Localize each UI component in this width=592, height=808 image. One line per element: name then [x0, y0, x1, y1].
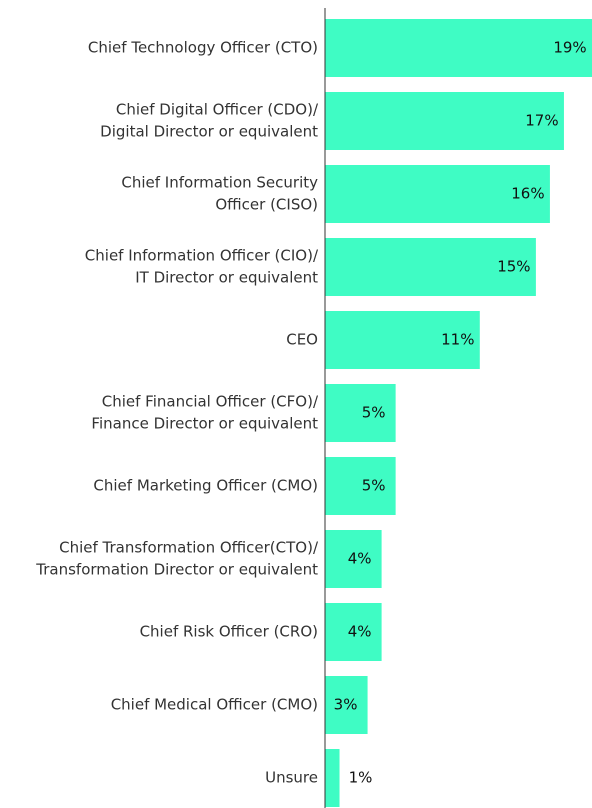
category-label: IT Director or equivalent: [135, 269, 318, 287]
category-label: Chief Information Officer (CIO)/: [85, 247, 319, 265]
value-label: 4%: [348, 550, 372, 568]
bar: [325, 165, 550, 223]
category-label: Chief Marketing Officer (CMO): [93, 477, 318, 495]
value-label: 19%: [553, 39, 586, 57]
value-label: 16%: [511, 185, 544, 203]
bar: [325, 384, 396, 442]
value-label: 4%: [348, 623, 372, 641]
category-label: Chief Financial Officer (CFO)/: [102, 393, 319, 411]
category-label: Chief Digital Officer (CDO)/: [116, 101, 319, 119]
category-label: Chief Information Security: [121, 174, 318, 192]
bar: [325, 457, 396, 515]
value-label: 17%: [525, 112, 558, 130]
category-label: CEO: [286, 331, 318, 349]
category-label: Finance Director or equivalent: [91, 415, 318, 433]
category-label: Officer (CISO): [215, 196, 318, 214]
category-label: Chief Medical Officer (CMO): [111, 696, 318, 714]
category-label: Chief Risk Officer (CRO): [140, 623, 318, 641]
bar: [325, 311, 480, 369]
bar: [325, 676, 368, 734]
bar: [325, 749, 340, 807]
bar: [325, 92, 564, 150]
value-label: 15%: [497, 258, 530, 276]
category-label: Chief Technology Officer (CTO): [88, 39, 318, 57]
value-label: 11%: [441, 331, 474, 349]
bar: [325, 603, 382, 661]
value-label: 5%: [362, 477, 386, 495]
bar: [325, 530, 382, 588]
value-label: 3%: [334, 696, 358, 714]
value-label: 5%: [362, 404, 386, 422]
category-label: Transformation Director or equivalent: [35, 561, 318, 579]
value-label: 1%: [349, 769, 373, 787]
category-label: Unsure: [265, 769, 318, 787]
category-label: Chief Transformation Officer(CTO)/: [59, 539, 319, 557]
bar: [325, 19, 592, 77]
category-label: Digital Director or equivalent: [100, 123, 318, 141]
bar: [325, 238, 536, 296]
